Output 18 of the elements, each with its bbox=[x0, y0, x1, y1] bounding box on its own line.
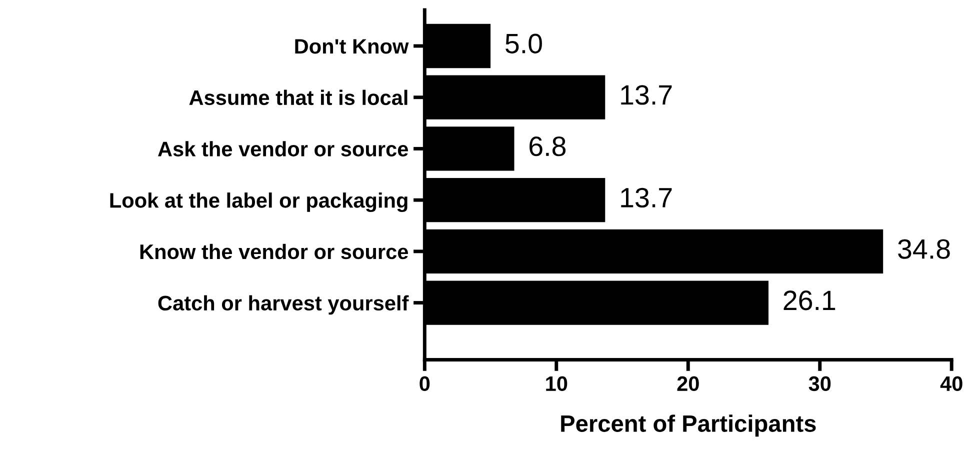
y-tick-label: Don't Know bbox=[295, 39, 409, 54]
y-tick-label: Catch or harvest yourself bbox=[158, 295, 409, 315]
x-tick-label: 10 bbox=[546, 376, 568, 392]
data-label: 5.0 bbox=[506, 34, 542, 54]
x-tick-label: 40 bbox=[940, 376, 962, 392]
y-tick-label: Look at the label or packaging bbox=[110, 192, 408, 212]
data-label: 13.7 bbox=[621, 85, 672, 105]
y-tick-label: Ask the vendor or source bbox=[158, 141, 408, 156]
y-tick-label: Know the vendor or source bbox=[140, 244, 408, 260]
x-tick-label: 0 bbox=[420, 376, 430, 392]
data-label: 34.8 bbox=[898, 239, 950, 259]
x-tick-label: 20 bbox=[677, 376, 699, 392]
y-tick-label: Assume that it is local bbox=[189, 90, 408, 106]
x-tick-label: 30 bbox=[808, 376, 831, 392]
data-label: 26.1 bbox=[784, 290, 836, 310]
x-axis-title: Percent of Participants bbox=[561, 414, 816, 437]
data-label: 6.8 bbox=[530, 136, 566, 156]
data-label: 13.7 bbox=[621, 188, 672, 208]
